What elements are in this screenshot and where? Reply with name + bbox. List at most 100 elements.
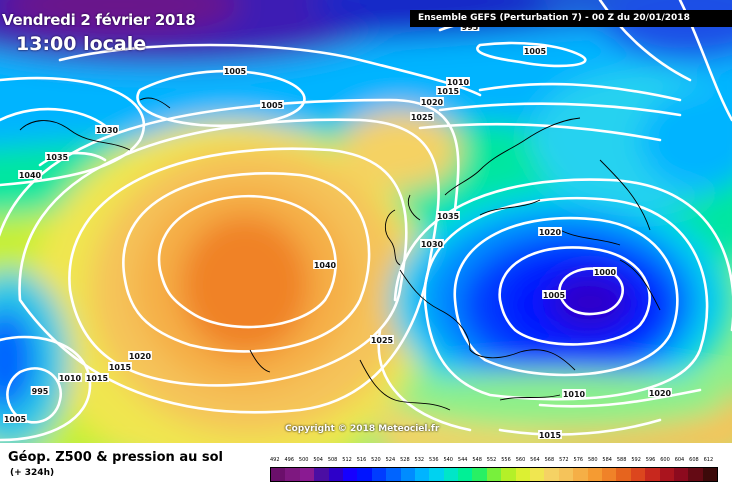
isobar-label: 1020	[649, 389, 672, 398]
scale-color-swatch	[501, 468, 516, 481]
scale-color-swatch	[645, 468, 660, 481]
isobar-label: 1025	[411, 113, 434, 122]
scale-tick-label: 552	[486, 457, 497, 463]
scale-tick-label: 524	[385, 457, 396, 463]
scale-color-swatch	[616, 468, 631, 481]
scale-tick-label: 544	[457, 457, 468, 463]
scale-tick-label: 572	[559, 457, 569, 463]
isobar-label-bg	[446, 77, 470, 86]
scale-tick-label: 536	[428, 457, 439, 463]
scale-tick-label: 508	[327, 457, 338, 463]
scale-color-swatch	[400, 468, 415, 481]
scale-color-swatch	[573, 468, 588, 481]
isobar-label: 1030	[421, 240, 444, 249]
isobar-label-bg	[542, 290, 566, 299]
scale-tick-label: 604	[674, 457, 685, 463]
scale-color-swatch	[429, 468, 444, 481]
color-scale-ticks: 492 496 500 504 508 512 516 520 524 528 532 536 540 5…	[270, 457, 718, 463]
scale-tick-label: 500	[298, 457, 309, 463]
copyright-text: Copyright © 2018 Meteociel.fr	[285, 424, 440, 434]
isobar-label: 1005	[524, 47, 547, 56]
scale-tick-label: 556	[501, 457, 511, 463]
scale-color-swatch	[702, 468, 718, 481]
isobar-label: 1005	[543, 291, 566, 300]
scale-color-swatch	[357, 468, 372, 481]
color-scale: 492 496 500 504 508 512 516 520 524 528 532 536 540 5…	[270, 457, 718, 485]
legend-title: Géop. Z500 & pression au sol	[8, 450, 223, 465]
scale-tick-label: 560	[515, 457, 526, 463]
scale-color-swatch	[659, 468, 674, 481]
isobar-label: 995	[462, 23, 479, 32]
isobar-label-bg	[523, 46, 547, 55]
scale-tick-label: 600	[660, 457, 670, 463]
scale-tick-label: 576	[573, 457, 584, 463]
scale-color-swatch	[601, 468, 617, 481]
isobar-label: 1035	[437, 212, 460, 221]
scale-color-swatch	[515, 468, 531, 481]
isobar-labels: 995 1005 1005 1005 1010 1015 1020 1025 1030 1035 1…	[3, 22, 672, 440]
isobar-label-bg	[45, 152, 69, 161]
scale-color-swatch	[443, 468, 459, 481]
isobar-label: 1040	[314, 261, 337, 270]
scale-color-swatch	[472, 468, 487, 481]
scale-color-swatch	[688, 468, 703, 481]
isobar-label-bg	[410, 112, 434, 121]
isobar-label-bg	[108, 362, 132, 371]
isobar-label-bg	[18, 170, 42, 179]
scale-tick-label: 512	[342, 457, 352, 463]
isobar-label: 1020	[129, 352, 152, 361]
scale-tick-label: 596	[645, 457, 656, 463]
scale-tick-label: 492	[270, 457, 280, 463]
scale-tick-label: 520	[371, 457, 381, 463]
scale-color-swatch	[386, 468, 401, 481]
isobar-label-bg	[313, 260, 337, 269]
isobar-label: 1020	[539, 228, 562, 237]
isobar-label-bg	[95, 125, 119, 134]
scale-color-swatch	[342, 468, 358, 481]
scale-tick-label: 592	[631, 457, 641, 463]
isobar-label-bg	[223, 66, 247, 75]
scale-tick-label: 496	[284, 457, 294, 463]
scale-color-swatch	[673, 468, 689, 481]
forecast-time: 13:00 locale	[16, 33, 147, 55]
isobar-label-bg	[128, 351, 152, 360]
scale-tick-label: 564	[530, 457, 540, 463]
scale-tick-label: 584	[602, 457, 612, 463]
isobar-label: 1010	[447, 78, 470, 87]
isobar-label: 1010	[59, 374, 82, 383]
scale-color-swatch	[558, 468, 574, 481]
isobar-label: 1010	[563, 390, 586, 399]
scale-color-swatch	[544, 468, 559, 481]
isobar-label-bg	[85, 373, 109, 382]
scale-color-swatch	[314, 468, 329, 481]
scale-color-swatch	[486, 468, 502, 481]
isobar-label-bg	[538, 430, 562, 439]
scale-tick-label: 504	[313, 457, 323, 463]
isobar-label-bg	[370, 335, 394, 344]
scale-tick-label: 612	[703, 457, 714, 463]
model-run-info: Ensemble GEFS (Perturbation 7) - 00 Z du…	[410, 10, 732, 27]
scale-color-swatch	[328, 468, 343, 481]
isobar-label: 1005	[261, 101, 284, 110]
isobar-label: 1040	[19, 171, 42, 180]
isobar-label: 1015	[109, 363, 132, 372]
isobar-label-bg	[30, 386, 50, 395]
isobar-label: 1015	[86, 374, 109, 383]
scale-tick-label: 540	[443, 457, 453, 463]
isobar-label-bg	[648, 388, 672, 397]
color-scale-bar	[270, 467, 718, 482]
scale-color-swatch	[587, 468, 602, 481]
geopotential-field: 995 1005 1005 1005 1010 1015 1020 1025 1030 1035 1…	[0, 0, 732, 443]
isobar-label-bg	[593, 267, 617, 276]
isobar-label: 1030	[96, 126, 119, 135]
isobar-label: 995	[32, 387, 49, 396]
isobar-label-bg	[260, 100, 284, 109]
scale-tick-label: 580	[587, 457, 598, 463]
scale-tick-label: 568	[544, 457, 555, 463]
isobar-label: 1005	[224, 67, 247, 76]
scale-tick-label: 516	[356, 457, 367, 463]
weather-map: 995 1005 1005 1005 1010 1015 1020 1025 1030 1035 1…	[0, 0, 732, 443]
scale-color-swatch	[285, 468, 300, 481]
scale-tick-label: 548	[472, 457, 482, 463]
isobar-label: 1005	[4, 415, 27, 424]
